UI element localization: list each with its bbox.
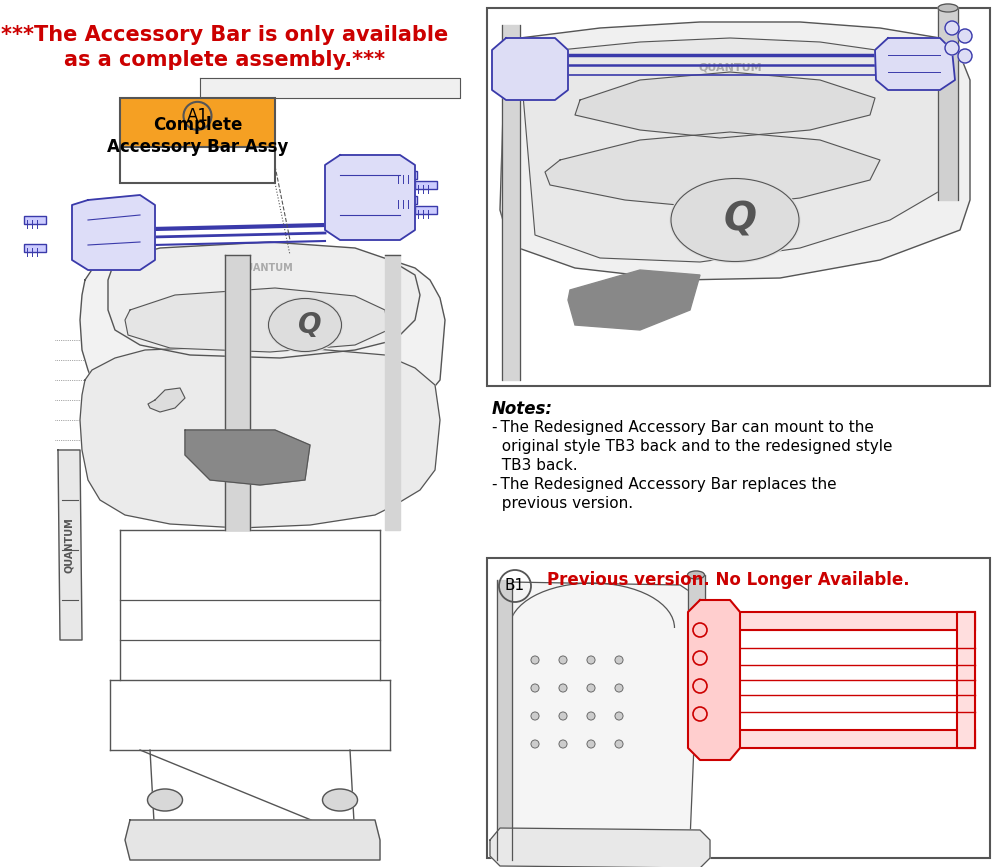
Polygon shape	[500, 22, 970, 280]
Polygon shape	[490, 828, 710, 867]
Circle shape	[559, 740, 567, 748]
Bar	[957, 612, 975, 748]
Circle shape	[693, 707, 707, 721]
Text: Previous version. No Longer Available.: Previous version. No Longer Available.	[547, 571, 910, 589]
Bar	[415, 181, 437, 189]
Ellipse shape	[268, 297, 342, 353]
Ellipse shape	[688, 571, 704, 579]
Polygon shape	[72, 195, 155, 270]
Bar	[24, 216, 46, 224]
Polygon shape	[545, 132, 880, 208]
Circle shape	[587, 740, 595, 748]
Bar	[395, 196, 417, 204]
Text: TB3 back.: TB3 back.	[492, 458, 578, 473]
Bar	[24, 244, 46, 252]
Text: A1: A1	[186, 107, 208, 125]
Polygon shape	[58, 450, 82, 640]
Polygon shape	[200, 78, 460, 98]
Text: - The Redesigned Accessory Bar can mount to the: - The Redesigned Accessory Bar can mount…	[492, 420, 874, 435]
Text: original style TB3 back and to the redesigned style: original style TB3 back and to the redes…	[492, 439, 893, 454]
Polygon shape	[938, 8, 958, 200]
Text: QUANTUM: QUANTUM	[698, 63, 762, 73]
Text: Complete: Complete	[153, 116, 242, 134]
Polygon shape	[688, 600, 740, 760]
Polygon shape	[125, 820, 380, 860]
Circle shape	[531, 684, 539, 692]
Circle shape	[615, 656, 623, 664]
Circle shape	[693, 679, 707, 693]
Polygon shape	[520, 38, 950, 262]
Circle shape	[559, 712, 567, 720]
Polygon shape	[325, 155, 415, 240]
Ellipse shape	[938, 4, 958, 12]
Circle shape	[531, 740, 539, 748]
Polygon shape	[80, 345, 440, 528]
Text: as a complete assembly.***: as a complete assembly.***	[64, 50, 386, 70]
Circle shape	[615, 712, 623, 720]
Circle shape	[587, 712, 595, 720]
Polygon shape	[957, 612, 975, 748]
Polygon shape	[502, 25, 520, 380]
Text: Q: Q	[298, 311, 322, 339]
Bar	[415, 206, 437, 214]
Polygon shape	[108, 242, 420, 358]
Bar	[120, 147, 275, 183]
Circle shape	[693, 623, 707, 637]
Polygon shape	[385, 255, 400, 530]
Bar	[700, 612, 975, 630]
Circle shape	[958, 29, 972, 43]
Text: B1: B1	[505, 578, 525, 594]
Bar	[700, 612, 718, 748]
Circle shape	[559, 684, 567, 692]
Circle shape	[559, 656, 567, 664]
Polygon shape	[148, 388, 185, 412]
Text: Q: Q	[724, 201, 757, 239]
Text: Accessory Bar Assy: Accessory Bar Assy	[107, 139, 288, 156]
Text: - The Redesigned Accessory Bar replaces the: - The Redesigned Accessory Bar replaces …	[492, 477, 837, 492]
Circle shape	[693, 651, 707, 665]
Circle shape	[615, 740, 623, 748]
Polygon shape	[225, 255, 250, 530]
Circle shape	[587, 656, 595, 664]
Circle shape	[587, 684, 595, 692]
Polygon shape	[125, 288, 388, 352]
Polygon shape	[492, 38, 568, 100]
Circle shape	[945, 21, 959, 35]
Polygon shape	[575, 72, 875, 138]
Bar	[487, 8, 990, 386]
Text: Notes:: Notes:	[492, 400, 553, 418]
Polygon shape	[80, 255, 445, 462]
Circle shape	[945, 41, 959, 55]
Bar	[395, 171, 417, 179]
Bar	[487, 558, 990, 858]
Circle shape	[531, 712, 539, 720]
Bar	[120, 98, 275, 147]
Polygon shape	[185, 430, 310, 485]
Polygon shape	[498, 582, 698, 855]
Polygon shape	[875, 38, 955, 90]
Circle shape	[615, 684, 623, 692]
Polygon shape	[700, 612, 718, 748]
Text: previous version.: previous version.	[492, 496, 633, 511]
Polygon shape	[497, 580, 512, 860]
Ellipse shape	[670, 178, 800, 263]
Text: QUANTUM: QUANTUM	[237, 263, 293, 273]
Text: ***The Accessory Bar is only available: ***The Accessory Bar is only available	[1, 25, 449, 45]
Polygon shape	[700, 612, 975, 630]
Polygon shape	[688, 575, 705, 680]
Circle shape	[958, 49, 972, 63]
Bar	[120, 98, 275, 183]
Circle shape	[531, 656, 539, 664]
Text: QUANTUM: QUANTUM	[64, 517, 74, 573]
Polygon shape	[568, 270, 700, 330]
Polygon shape	[700, 730, 975, 748]
Ellipse shape	[148, 789, 182, 811]
Bar	[700, 730, 975, 748]
Ellipse shape	[322, 789, 358, 811]
